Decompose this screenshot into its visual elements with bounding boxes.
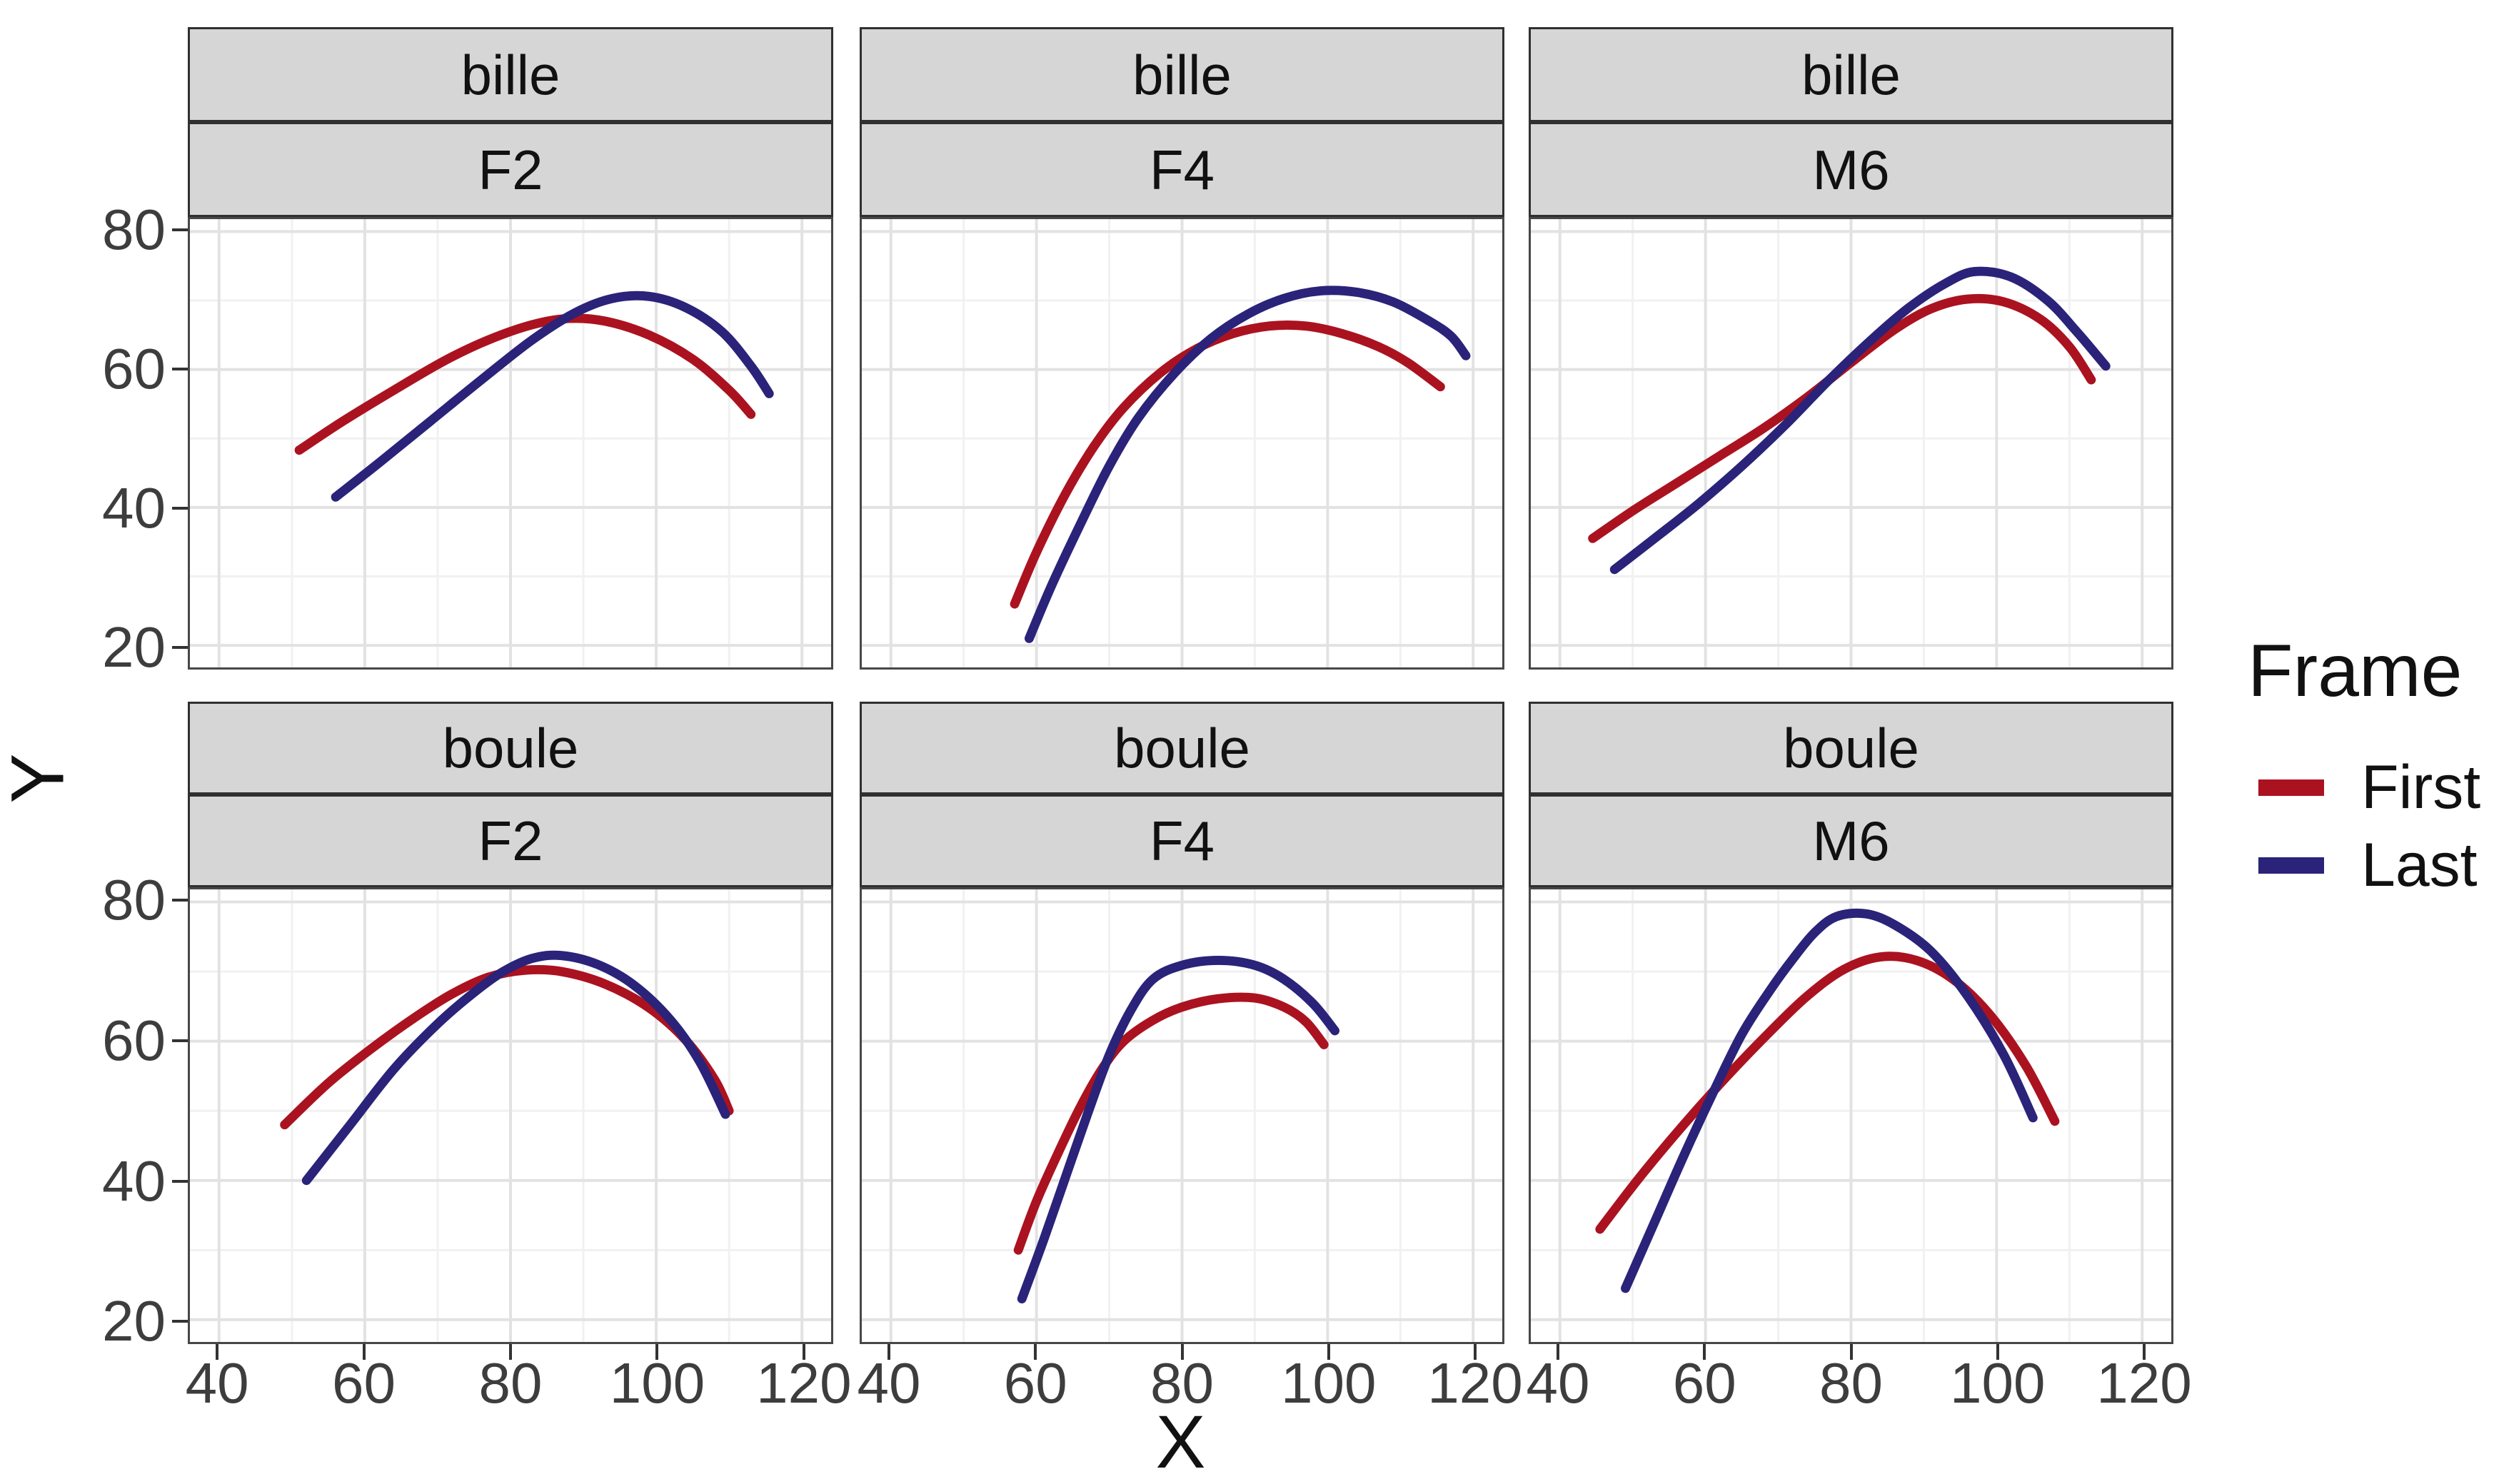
series-first-line xyxy=(294,313,756,455)
y-tick-label: 60 xyxy=(102,1008,166,1072)
panel-plot-bille-M6 xyxy=(1529,217,2173,670)
x-tick-mark xyxy=(1180,1344,1184,1360)
y-tick-mark xyxy=(172,506,188,510)
x-tick-mark xyxy=(2142,1344,2146,1360)
facet-strip-group: bille xyxy=(860,27,1504,122)
y-tick-mark xyxy=(172,1179,188,1183)
facet-strip-group: boule xyxy=(1529,702,2173,794)
legend-key-last-icon xyxy=(2258,857,2324,874)
y-tick-label: 80 xyxy=(102,867,166,932)
x-axis-title: X xyxy=(1155,1400,1206,1484)
x-tick-label: 60 xyxy=(1003,1351,1067,1415)
x-tick-label: 100 xyxy=(1280,1351,1377,1415)
y-tick-mark xyxy=(172,1039,188,1042)
x-tick-label: 40 xyxy=(1526,1351,1590,1415)
panel-canvas xyxy=(862,889,1502,1342)
x-tick-mark xyxy=(362,1344,366,1360)
facet-strip-frame: F4 xyxy=(860,794,1504,887)
y-tick-label: 40 xyxy=(102,1149,166,1213)
facet-strip-group: bille xyxy=(1529,27,2173,122)
series-last-line xyxy=(331,291,774,502)
panel-plot-bille-F4 xyxy=(860,217,1504,670)
series-last-line xyxy=(1024,286,1471,643)
y-tick-mark xyxy=(172,898,188,902)
x-tick-label: 80 xyxy=(478,1351,543,1415)
x-tick-label: 120 xyxy=(756,1351,852,1415)
x-tick-label: 100 xyxy=(1949,1351,2046,1415)
legend-item-first: First xyxy=(2258,750,2480,824)
x-tick-label: 120 xyxy=(1427,1351,1523,1415)
panel-canvas xyxy=(1531,889,2171,1342)
x-tick-mark xyxy=(509,1344,512,1360)
x-tick-label: 120 xyxy=(2096,1351,2192,1415)
panel-plot-boule-F2 xyxy=(188,887,833,1344)
facet-strip-frame: M6 xyxy=(1529,122,2173,217)
x-tick-label: 60 xyxy=(332,1351,396,1415)
facet-strip-frame: F2 xyxy=(188,794,833,887)
series-last-line xyxy=(301,950,730,1186)
panel-plot-bille-F2 xyxy=(188,217,833,670)
panel-plot-boule-M6 xyxy=(1529,887,2173,1344)
legend-item-last: Last xyxy=(2258,828,2478,902)
x-tick-mark xyxy=(655,1344,659,1360)
series-first-line xyxy=(1013,992,1329,1255)
x-tick-mark xyxy=(1849,1344,1853,1360)
x-tick-mark xyxy=(1327,1344,1330,1360)
legend-label-last: Last xyxy=(2361,831,2478,899)
y-tick-mark xyxy=(172,367,188,370)
facet-strip-frame: F2 xyxy=(188,122,833,217)
panel-canvas xyxy=(190,889,831,1342)
x-tick-mark xyxy=(1703,1344,1706,1360)
series-last-line xyxy=(1017,956,1340,1303)
series-first-line xyxy=(1588,293,2096,543)
x-tick-mark xyxy=(1557,1344,1560,1360)
y-tick-label: 60 xyxy=(102,336,166,400)
x-tick-label: 80 xyxy=(1150,1351,1214,1415)
x-tick-label: 80 xyxy=(1819,1351,1883,1415)
series-first-line xyxy=(1595,952,2060,1234)
legend-label-first: First xyxy=(2361,753,2481,822)
y-tick-mark xyxy=(172,645,188,649)
y-axis-title: Y xyxy=(0,753,80,804)
panel-plot-boule-F4 xyxy=(860,887,1504,1344)
x-tick-mark xyxy=(1034,1344,1037,1360)
panel-canvas xyxy=(190,219,831,667)
y-tick-label: 80 xyxy=(102,197,166,261)
x-tick-label: 100 xyxy=(609,1351,705,1415)
x-tick-mark xyxy=(1473,1344,1477,1360)
panel-canvas xyxy=(1531,219,2171,667)
facet-strip-frame: F4 xyxy=(860,122,1504,217)
series-first-line xyxy=(280,964,734,1130)
y-tick-label: 40 xyxy=(102,475,166,540)
y-tick-label: 20 xyxy=(102,615,166,679)
y-tick-mark xyxy=(172,228,188,231)
series-last-line xyxy=(1621,908,2038,1293)
legend-title: Frame xyxy=(2248,630,2463,712)
facet-strip-group: boule xyxy=(860,702,1504,794)
y-tick-label: 20 xyxy=(102,1289,166,1353)
x-tick-mark xyxy=(888,1344,891,1360)
legend-key-first-icon xyxy=(2258,779,2324,796)
facet-strip-group: bille xyxy=(188,27,833,122)
facet-strip-frame: M6 xyxy=(1529,794,2173,887)
x-tick-mark xyxy=(802,1344,805,1360)
facet-strip-group: boule xyxy=(188,702,833,794)
x-tick-mark xyxy=(1996,1344,1999,1360)
series-first-line xyxy=(1010,320,1445,609)
y-tick-mark xyxy=(172,1320,188,1323)
x-tick-label: 60 xyxy=(1672,1351,1736,1415)
x-tick-label: 40 xyxy=(857,1351,921,1415)
series-last-line xyxy=(1609,266,2111,575)
panel-canvas xyxy=(862,219,1502,667)
x-tick-mark xyxy=(216,1344,219,1360)
x-tick-label: 40 xyxy=(185,1351,249,1415)
